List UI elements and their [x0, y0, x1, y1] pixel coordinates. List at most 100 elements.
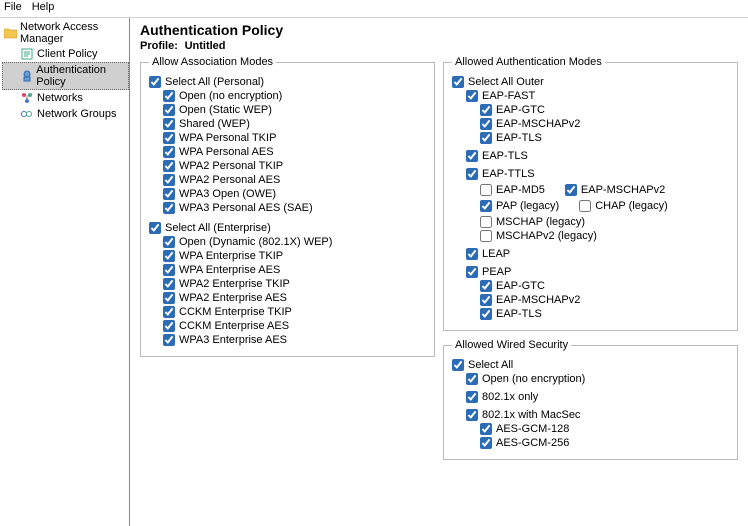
assoc-wpa3-personal-aes-sae-row: WPA3 Personal AES (SAE) — [163, 202, 426, 214]
select-all-outer-checkbox[interactable] — [452, 76, 464, 88]
content-panel: Authentication Policy Profile: Untitled … — [130, 18, 748, 526]
assoc-open-dynamic-802-1x-wep-row: Open (Dynamic (802.1X) WEP) — [163, 236, 426, 248]
assoc-wpa3-enterprise-aes-label: WPA3 Enterprise AES — [179, 334, 287, 346]
assoc-cckm-enterprise-aes-label: CCKM Enterprise AES — [179, 320, 289, 332]
assoc-wpa3-personal-aes-sae-label: WPA3 Personal AES (SAE) — [179, 202, 313, 214]
peap-label: PEAP — [482, 266, 511, 278]
peap-eap-gtc-row: EAP-GTC — [480, 280, 729, 292]
eapfast-eap-tls-label: EAP-TLS — [496, 132, 542, 144]
peap-eap-mschapv2-checkbox[interactable] — [480, 294, 492, 306]
tree-item-client-policy[interactable]: Client Policy — [2, 46, 129, 62]
assoc-wpa2-enterprise-tkip-label: WPA2 Enterprise TKIP — [179, 278, 290, 290]
policy-icon — [20, 47, 34, 61]
ttls-mschapv2-checkbox[interactable] — [565, 184, 577, 196]
assoc-open-static-wep-label: Open (Static WEP) — [179, 104, 272, 116]
assoc-wpa-enterprise-tkip-row: WPA Enterprise TKIP — [163, 250, 426, 262]
assoc-wpa2-personal-tkip-checkbox[interactable] — [163, 160, 175, 172]
ttls-pap-row: PAP (legacy) — [480, 200, 559, 212]
tree-root-item[interactable]: Network Access Manager — [2, 20, 129, 46]
ttls-mschap-label: MSCHAP (legacy) — [496, 216, 585, 228]
eap-fast-checkbox[interactable] — [466, 90, 478, 102]
assoc-wpa2-enterprise-aes-label: WPA2 Enterprise AES — [179, 292, 287, 304]
ttls-chap-checkbox[interactable] — [579, 200, 591, 212]
wired-dot1x-checkbox[interactable] — [466, 391, 478, 403]
menu-help[interactable]: Help — [32, 1, 55, 16]
ttls-pap-label: PAP (legacy) — [496, 200, 559, 212]
eapfast-eap-mschapv2-label: EAP-MSCHAPv2 — [496, 118, 580, 130]
assoc-wpa3-open-owe-checkbox[interactable] — [163, 188, 175, 200]
auth-fieldset: Allowed Authentication Modes Select All … — [443, 56, 738, 331]
peap-eap-mschapv2-row: EAP-MSCHAPv2 — [480, 294, 729, 306]
profile-value: Untitled — [185, 40, 226, 52]
ttls-md5-checkbox[interactable] — [480, 184, 492, 196]
peap-eap-gtc-checkbox[interactable] — [480, 280, 492, 292]
assoc-wpa3-personal-aes-sae-checkbox[interactable] — [163, 202, 175, 214]
select-all-enterprise-checkbox[interactable] — [149, 222, 161, 234]
ttls-mschapv2-label: EAP-MSCHAPv2 — [581, 184, 665, 196]
ttls-mschap-checkbox[interactable] — [480, 216, 492, 228]
macsec-aes-gcm-256-row: AES-GCM-256 — [480, 437, 729, 449]
assoc-open-no-encryption-checkbox[interactable] — [163, 90, 175, 102]
profile-line: Profile: Untitled — [140, 38, 738, 52]
assoc-wpa2-personal-aes-checkbox[interactable] — [163, 174, 175, 186]
ttls-pap-checkbox[interactable] — [480, 200, 492, 212]
assoc-wpa2-enterprise-tkip-checkbox[interactable] — [163, 278, 175, 290]
assoc-wpa-personal-tkip-checkbox[interactable] — [163, 132, 175, 144]
assoc-cckm-enterprise-tkip-checkbox[interactable] — [163, 306, 175, 318]
peap-eap-mschapv2-label: EAP-MSCHAPv2 — [496, 294, 580, 306]
ttls-mschapv2l-checkbox[interactable] — [480, 230, 492, 242]
eapfast-eap-gtc-row: EAP-GTC — [480, 104, 729, 116]
assoc-cckm-enterprise-aes-checkbox[interactable] — [163, 320, 175, 332]
select-all-enterprise-row: Select All (Enterprise) — [149, 222, 426, 234]
eap-ttls-checkbox[interactable] — [466, 168, 478, 180]
sidebar: Network Access Manager Client Policy Aut… — [0, 18, 130, 526]
tree-item-auth-policy[interactable]: Authentication Policy — [2, 62, 129, 90]
assoc-wpa3-enterprise-aes-checkbox[interactable] — [163, 334, 175, 346]
eapfast-eap-mschapv2-checkbox[interactable] — [480, 118, 492, 130]
ttls-mschapv2l-row: MSCHAPv2 (legacy) — [480, 230, 729, 242]
assoc-wpa-personal-aes-label: WPA Personal AES — [179, 146, 274, 158]
peap-eap-tls-checkbox[interactable] — [480, 308, 492, 320]
wired-open-row: Open (no encryption) — [466, 373, 729, 385]
assoc-open-static-wep-checkbox[interactable] — [163, 104, 175, 116]
assoc-wpa-enterprise-tkip-label: WPA Enterprise TKIP — [179, 250, 283, 262]
macsec-aes-gcm-128-checkbox[interactable] — [480, 423, 492, 435]
menu-file[interactable]: File — [4, 1, 22, 16]
wired-open-label: Open (no encryption) — [482, 373, 585, 385]
wired-open-checkbox[interactable] — [466, 373, 478, 385]
peap-checkbox[interactable] — [466, 266, 478, 278]
assoc-shared-wep-checkbox[interactable] — [163, 118, 175, 130]
eap-tls-label: EAP-TLS — [482, 150, 528, 162]
leap-checkbox[interactable] — [466, 248, 478, 260]
peap-row: PEAP — [466, 266, 729, 278]
eapfast-eap-gtc-label: EAP-GTC — [496, 104, 545, 116]
macsec-aes-gcm-256-checkbox[interactable] — [480, 437, 492, 449]
tree-item-label: Client Policy — [37, 48, 98, 60]
assoc-wpa2-enterprise-aes-checkbox[interactable] — [163, 292, 175, 304]
ttls-chap-label: CHAP (legacy) — [595, 200, 668, 212]
assoc-wpa2-personal-tkip-row: WPA2 Personal TKIP — [163, 160, 426, 172]
assoc-wpa-enterprise-tkip-checkbox[interactable] — [163, 250, 175, 262]
assoc-wpa-personal-aes-checkbox[interactable] — [163, 146, 175, 158]
assoc-wpa-enterprise-aes-checkbox[interactable] — [163, 264, 175, 276]
assoc-cckm-enterprise-tkip-row: CCKM Enterprise TKIP — [163, 306, 426, 318]
eap-tls-checkbox[interactable] — [466, 150, 478, 162]
eapfast-eap-tls-checkbox[interactable] — [480, 132, 492, 144]
tree-item-network-groups[interactable]: Network Groups — [2, 106, 129, 122]
macsec-aes-gcm-128-row: AES-GCM-128 — [480, 423, 729, 435]
assoc-open-dynamic-802-1x-wep-checkbox[interactable] — [163, 236, 175, 248]
wired-select-all-checkbox[interactable] — [452, 359, 464, 371]
eapfast-eap-tls-row: EAP-TLS — [480, 132, 729, 144]
select-all-outer-label: Select All Outer — [468, 76, 544, 88]
eapfast-eap-gtc-checkbox[interactable] — [480, 104, 492, 116]
tree-item-networks[interactable]: Networks — [2, 90, 129, 106]
leap-row: LEAP — [466, 248, 729, 260]
wired-macsec-checkbox[interactable] — [466, 409, 478, 421]
association-legend: Allow Association Modes — [149, 56, 276, 68]
assoc-wpa-personal-aes-row: WPA Personal AES — [163, 146, 426, 158]
ttls-chap-row: CHAP (legacy) — [579, 200, 668, 212]
assoc-open-no-encryption-row: Open (no encryption) — [163, 90, 426, 102]
tree-root-label: Network Access Manager — [20, 21, 127, 45]
select-all-personal-checkbox[interactable] — [149, 76, 161, 88]
wired-dot1x-label: 802.1x only — [482, 391, 538, 403]
